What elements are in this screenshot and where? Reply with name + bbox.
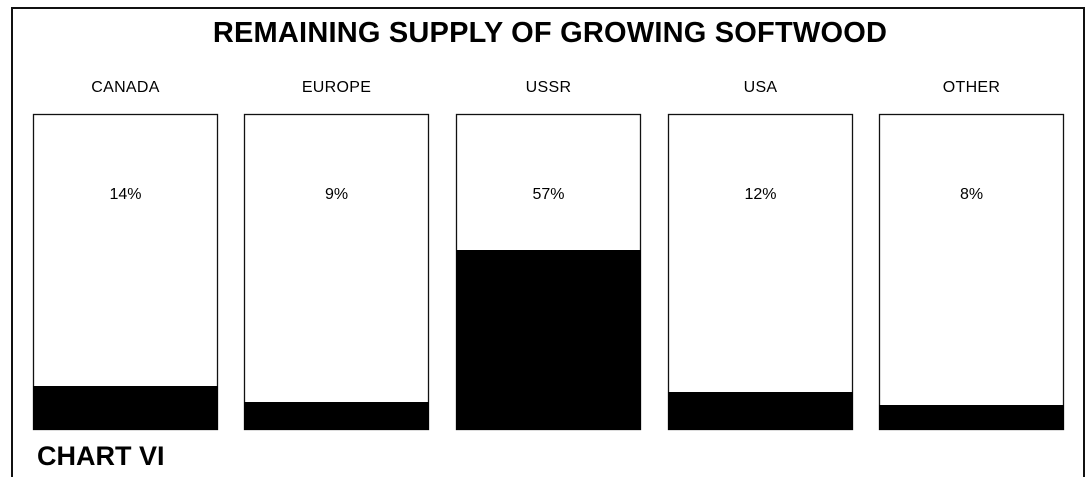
bar-europe	[244, 402, 429, 430]
bar-other	[879, 405, 1064, 430]
value-label-europe: 9%	[325, 186, 348, 203]
panel-europe	[243, 113, 430, 431]
value-label-other: 8%	[960, 186, 983, 203]
category-label-europe: EUROPE	[302, 79, 371, 96]
category-label-canada: CANADA	[91, 79, 160, 96]
category-label-other: OTHER	[943, 79, 1001, 96]
bar-canada	[33, 386, 218, 430]
chart-title: REMAINING SUPPLY OF GROWING SOFTWOOD	[212, 17, 888, 49]
value-label-usa: 12%	[744, 186, 776, 203]
bar-usa	[668, 392, 853, 430]
value-label-ussr: 57%	[532, 186, 564, 203]
category-label-usa: USA	[744, 79, 778, 96]
value-label-canada: 14%	[109, 186, 141, 203]
chart-caption: CHART VI	[37, 441, 165, 471]
chart-frame	[11, 7, 1085, 477]
bar-ussr	[456, 250, 641, 430]
panel-other	[878, 113, 1065, 431]
panel-usa	[667, 113, 854, 431]
panel-canada	[32, 113, 219, 431]
category-label-ussr: USSR	[526, 79, 572, 96]
